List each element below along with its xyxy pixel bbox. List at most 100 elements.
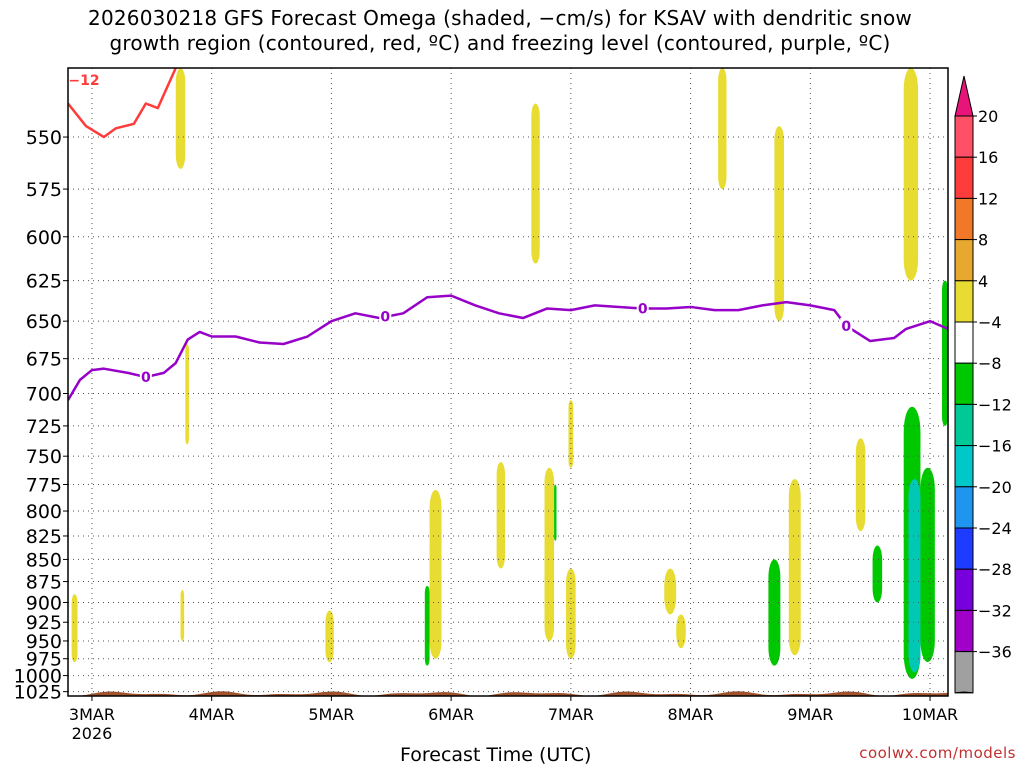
colorbar-label-0: 20 — [978, 107, 998, 126]
y-tick-label-11: 825 — [26, 526, 62, 548]
x-axis-label: Forecast Time (UTC) — [400, 744, 592, 766]
x-tick-label-5: 8MAR — [668, 705, 714, 724]
colorbar-segment-8 — [954, 445, 974, 488]
colorbar-top-arrow — [954, 75, 974, 117]
colorbar-segment-11 — [954, 568, 974, 611]
plot-frame — [67, 67, 949, 697]
colorbar-label-12: −32 — [978, 601, 1012, 620]
y-tick-label-3: 625 — [26, 271, 62, 293]
y-tick-label-2: 600 — [26, 227, 62, 249]
colorbar-segment-7 — [954, 403, 974, 447]
colorbar-segment-0 — [954, 115, 974, 158]
omega-region-21 — [903, 68, 919, 281]
y-tick-label-5: 675 — [26, 349, 62, 371]
y-tick-label-14: 900 — [26, 592, 62, 614]
omega-region-0 — [175, 68, 186, 169]
colorbar-label-7: −12 — [978, 395, 1012, 414]
omega-region-23 — [920, 467, 935, 663]
colorbar-label-5: −4 — [978, 313, 1002, 332]
x-tick-label-6: 9MAR — [787, 705, 833, 724]
omega-region-19 — [855, 438, 866, 532]
x-tick-label-1: 4MAR — [189, 705, 235, 724]
freezing-level-label-bg-0 — [139, 369, 152, 385]
site-credit: coolwx.com/models — [859, 744, 1016, 762]
y-tick-label-16: 950 — [26, 631, 62, 653]
chart-title: 2026030218 GFS Forecast Omega (shaded, −… — [0, 6, 1000, 56]
omega-region-15 — [718, 68, 727, 190]
freezing-level-label-bg-3 — [840, 317, 853, 333]
freezing-level-label-0: 0 — [141, 370, 151, 386]
colorbar-segment-13 — [954, 651, 974, 694]
plot-area: 0 0 0 0 −12 — [68, 68, 948, 696]
axes: 5505756006256506757007257507758008258508… — [14, 67, 958, 743]
omega-region-17 — [768, 559, 781, 666]
y-tick-label-18: 1000 — [14, 666, 62, 688]
colorbar-segment-6 — [954, 362, 974, 405]
x-tick-label-3: 6MAR — [428, 705, 474, 724]
omega-region-14 — [676, 614, 686, 649]
y-tick-label-13: 875 — [26, 572, 62, 594]
colorbar-segment-10 — [954, 527, 974, 570]
colorbar-label-8: −16 — [978, 437, 1012, 456]
omega-region-6 — [424, 585, 430, 666]
colorbar-label-3: 8 — [978, 231, 988, 250]
omega-region-13 — [664, 568, 677, 615]
freezing-level-line — [68, 294, 948, 401]
x-tick-label-0: 3MAR — [69, 705, 115, 724]
omega-region-9 — [544, 467, 555, 641]
colorbar-segment-3 — [954, 239, 974, 282]
omega-region-24 — [908, 478, 921, 673]
dendritic-contour-line — [68, 68, 177, 139]
omega-region-10 — [554, 484, 557, 541]
omega-region-20 — [872, 545, 883, 603]
y-tick-label-10: 800 — [26, 501, 62, 523]
freezing-level-label-2: 0 — [638, 302, 648, 318]
plot-inner: 0 0 0 0 −12 — [68, 68, 948, 696]
omega-region-25 — [942, 280, 948, 426]
colorbar-segment-1 — [954, 156, 974, 199]
omega-region-8 — [531, 103, 540, 264]
colorbar-segment-5 — [954, 321, 974, 364]
colorbar-label-2: 12 — [978, 189, 998, 208]
colorbar-label-4: 4 — [978, 272, 988, 291]
y-tick-label-0: 550 — [26, 127, 62, 149]
terrain-band — [68, 691, 948, 696]
omega-region-4 — [325, 610, 334, 663]
y-tick-label-1: 575 — [26, 179, 62, 201]
omega-region-5 — [429, 489, 442, 659]
colorbar-segment-4 — [954, 280, 974, 323]
colorbar-label-11: −28 — [978, 560, 1012, 579]
omega-region-18 — [788, 478, 801, 656]
freezing-level-label-bg-1 — [379, 308, 392, 324]
y-tick-label-7: 725 — [26, 416, 62, 438]
omega-region-7 — [496, 461, 506, 569]
y-tick-label-8: 750 — [26, 446, 62, 468]
y-tick-label-12: 850 — [26, 549, 62, 571]
x-tick-label-7: 10MAR — [902, 705, 958, 724]
colorbar: 20 16 12 8 4 −4 −8 −12 −16 −20 −24 −28 −32 −36 — [954, 75, 1012, 694]
omega-region-16 — [774, 126, 784, 322]
y-tick-label-19: 1025 — [14, 682, 62, 704]
colorbar-bottom-arrow — [954, 691, 974, 694]
colorbar-label-1: 16 — [978, 148, 998, 167]
dendritic-label: −12 — [68, 73, 99, 89]
freezing-level-label-3: 0 — [841, 319, 851, 335]
colorbar-label-13: −36 — [978, 643, 1012, 662]
y-tick-label-9: 775 — [26, 474, 62, 496]
y-tick-label-17: 975 — [26, 649, 62, 671]
omega-region-3 — [185, 344, 189, 445]
chart-title-line2: growth region (contoured, red, ºC) and f… — [109, 31, 891, 55]
y-tick-label-15: 925 — [26, 612, 62, 634]
dendritic-label-bg — [70, 72, 100, 87]
colorbar-label-10: −24 — [978, 519, 1012, 538]
x-tick-label-4: 7MAR — [548, 705, 594, 724]
x-year-label: 2026 — [72, 724, 113, 743]
omega-region-1 — [71, 594, 78, 663]
colorbar-segment-9 — [954, 486, 974, 529]
y-tick-label-4: 650 — [26, 311, 62, 333]
freezing-level-label-bg-2 — [636, 300, 649, 316]
colorbar-segment-2 — [954, 197, 974, 241]
y-tick-label-6: 700 — [26, 383, 62, 405]
chart-title-line1: 2026030218 GFS Forecast Omega (shaded, −… — [88, 6, 912, 30]
